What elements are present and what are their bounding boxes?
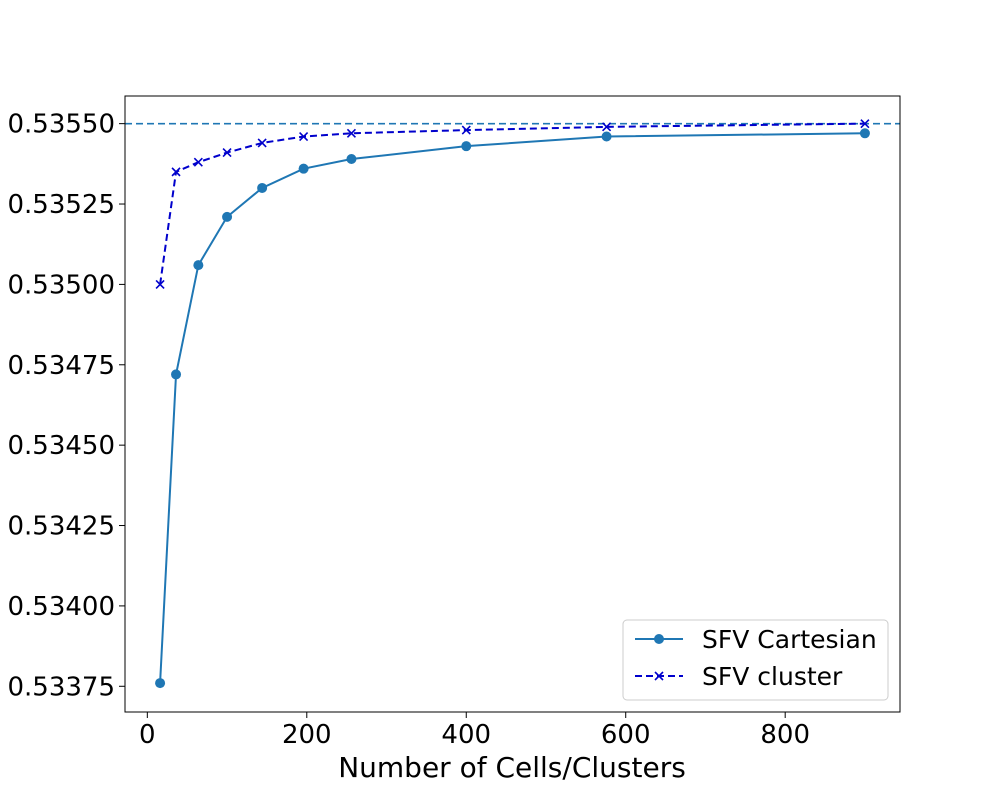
legend-marker — [654, 634, 664, 644]
x-tick-label: 600 — [601, 720, 651, 750]
data-point — [860, 119, 870, 129]
y-tick-label: 0.53550 — [7, 110, 115, 140]
y-tick-label: 0.53375 — [7, 672, 115, 702]
data-point — [298, 163, 309, 174]
legend-label: SFV Cartesian — [702, 625, 877, 654]
data-point — [193, 157, 203, 167]
data-point — [461, 125, 471, 135]
data-point — [171, 167, 181, 177]
data-point — [155, 678, 166, 689]
data-point — [461, 141, 472, 152]
data-point — [602, 122, 612, 132]
x-tick-label: 0 — [139, 720, 156, 750]
plot-frame — [124, 95, 901, 713]
x-tick-label: 200 — [282, 720, 332, 750]
data-point — [155, 279, 165, 289]
x-tick-label: 800 — [760, 720, 810, 750]
series-line-1 — [159, 132, 865, 684]
data-point — [222, 148, 232, 158]
data-point — [299, 131, 309, 142]
data-point — [346, 154, 357, 165]
series-line-2 — [159, 122, 865, 285]
data-point — [257, 138, 267, 148]
data-point — [193, 260, 204, 271]
data-point — [257, 182, 268, 193]
y-tick-label: 0.53475 — [7, 351, 115, 381]
data-point — [859, 128, 870, 139]
y-tick-label: 0.53450 — [7, 431, 115, 461]
x-tick-label: 400 — [441, 720, 491, 750]
legend-box — [622, 619, 889, 701]
legend-label: SFV cluster — [702, 662, 843, 691]
data-point — [171, 369, 182, 380]
data-point — [601, 131, 612, 142]
y-tick-label: 0.53425 — [7, 512, 115, 542]
data-point — [346, 128, 357, 138]
y-tick-label: 0.53525 — [7, 190, 115, 220]
x-axis-label: Number of Cells/Clusters — [338, 751, 686, 784]
y-tick-label: 0.53500 — [7, 270, 115, 300]
legend-entry-2: SFV cluster — [635, 662, 843, 691]
legend-entry-1: SFV Cartesian — [635, 625, 877, 654]
y-tick-label: 0.53400 — [7, 592, 115, 622]
data-point — [222, 211, 233, 222]
